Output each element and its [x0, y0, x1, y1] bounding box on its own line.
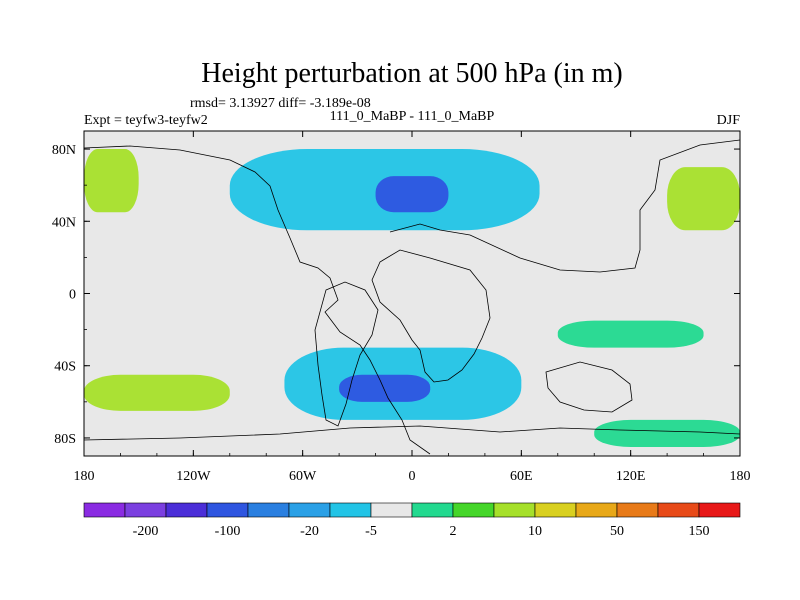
x-tick-label: 60W — [289, 469, 317, 484]
coastline-africa — [371, 249, 491, 383]
x-tick-label: 0 — [409, 469, 416, 484]
anomaly-region-1 — [375, 176, 449, 213]
colorbar-swatch — [124, 502, 167, 518]
colorbar: -200 -100 -20 -5 2 10 50 150 — [83, 502, 741, 539]
y-tick-label: 80N — [52, 143, 76, 158]
anomaly-region-5 — [84, 149, 139, 213]
colorbar-swatch — [657, 502, 700, 518]
colorbar-swatch — [616, 502, 659, 518]
y-tick-label: 80S — [54, 432, 76, 447]
coastline-antarctica — [84, 425, 740, 441]
coastline-south-america — [314, 281, 379, 427]
right-label: DJF — [717, 113, 741, 128]
y-tick-label: 0 — [69, 288, 76, 303]
colorbar-swatch — [165, 502, 208, 518]
y-tick-label: 40N — [52, 215, 76, 230]
anomaly-region-8 — [557, 320, 704, 348]
colorbar-label: 150 — [689, 524, 710, 539]
anomaly-region-7 — [594, 419, 740, 447]
colorbar-swatch — [370, 502, 413, 518]
colorbar-swatch — [206, 502, 249, 518]
colorbar-swatch — [411, 502, 454, 518]
coastline-north-america — [84, 145, 431, 455]
colorbar-swatch — [575, 502, 618, 518]
x-tick-label: 120E — [616, 469, 646, 484]
anomaly-region-6 — [84, 374, 230, 411]
anomaly-region-3 — [339, 374, 431, 402]
axes: 180 120W 60W 0 60E 120E 180 80N 40N 0 40S 80S — [52, 131, 751, 484]
chart-title: Height perturbation at 500 hPa (in m) — [201, 58, 622, 89]
colorbar-swatch — [698, 502, 741, 518]
colorbar-label: -20 — [300, 524, 319, 539]
coastline-eurasia — [389, 139, 740, 273]
coastline-australia — [545, 361, 633, 413]
x-tick-label: 60E — [510, 469, 533, 484]
colorbar-label: 10 — [528, 524, 542, 539]
colorbar-swatch — [83, 502, 126, 518]
left-label: Expt = teyfw3-teyfw2 — [84, 113, 208, 128]
colorbar-swatch — [247, 502, 290, 518]
colorbar-label: -200 — [133, 524, 159, 539]
colorbar-swatch — [452, 502, 495, 518]
y-tick-label: 40S — [54, 360, 76, 375]
x-tick-label: 180 — [74, 469, 95, 484]
x-tick-label: 180 — [730, 469, 751, 484]
colorbar-swatch — [534, 502, 577, 518]
center-label: 111_0_MaBP - 111_0_MaBP — [330, 109, 495, 124]
plot-area — [83, 130, 741, 457]
colorbar-label: 50 — [610, 524, 624, 539]
stats-text: rmsd= 3.13927 diff= -3.189e-08 — [190, 96, 371, 111]
colorbar-swatch — [288, 502, 331, 518]
colorbar-label: -5 — [365, 524, 377, 539]
colorbar-swatch — [493, 502, 536, 518]
anomaly-region-4 — [667, 167, 740, 231]
colorbar-swatch — [329, 502, 372, 518]
colorbar-label: 2 — [450, 524, 457, 539]
colorbar-label: -100 — [215, 524, 241, 539]
x-tick-label: 120W — [176, 469, 211, 484]
